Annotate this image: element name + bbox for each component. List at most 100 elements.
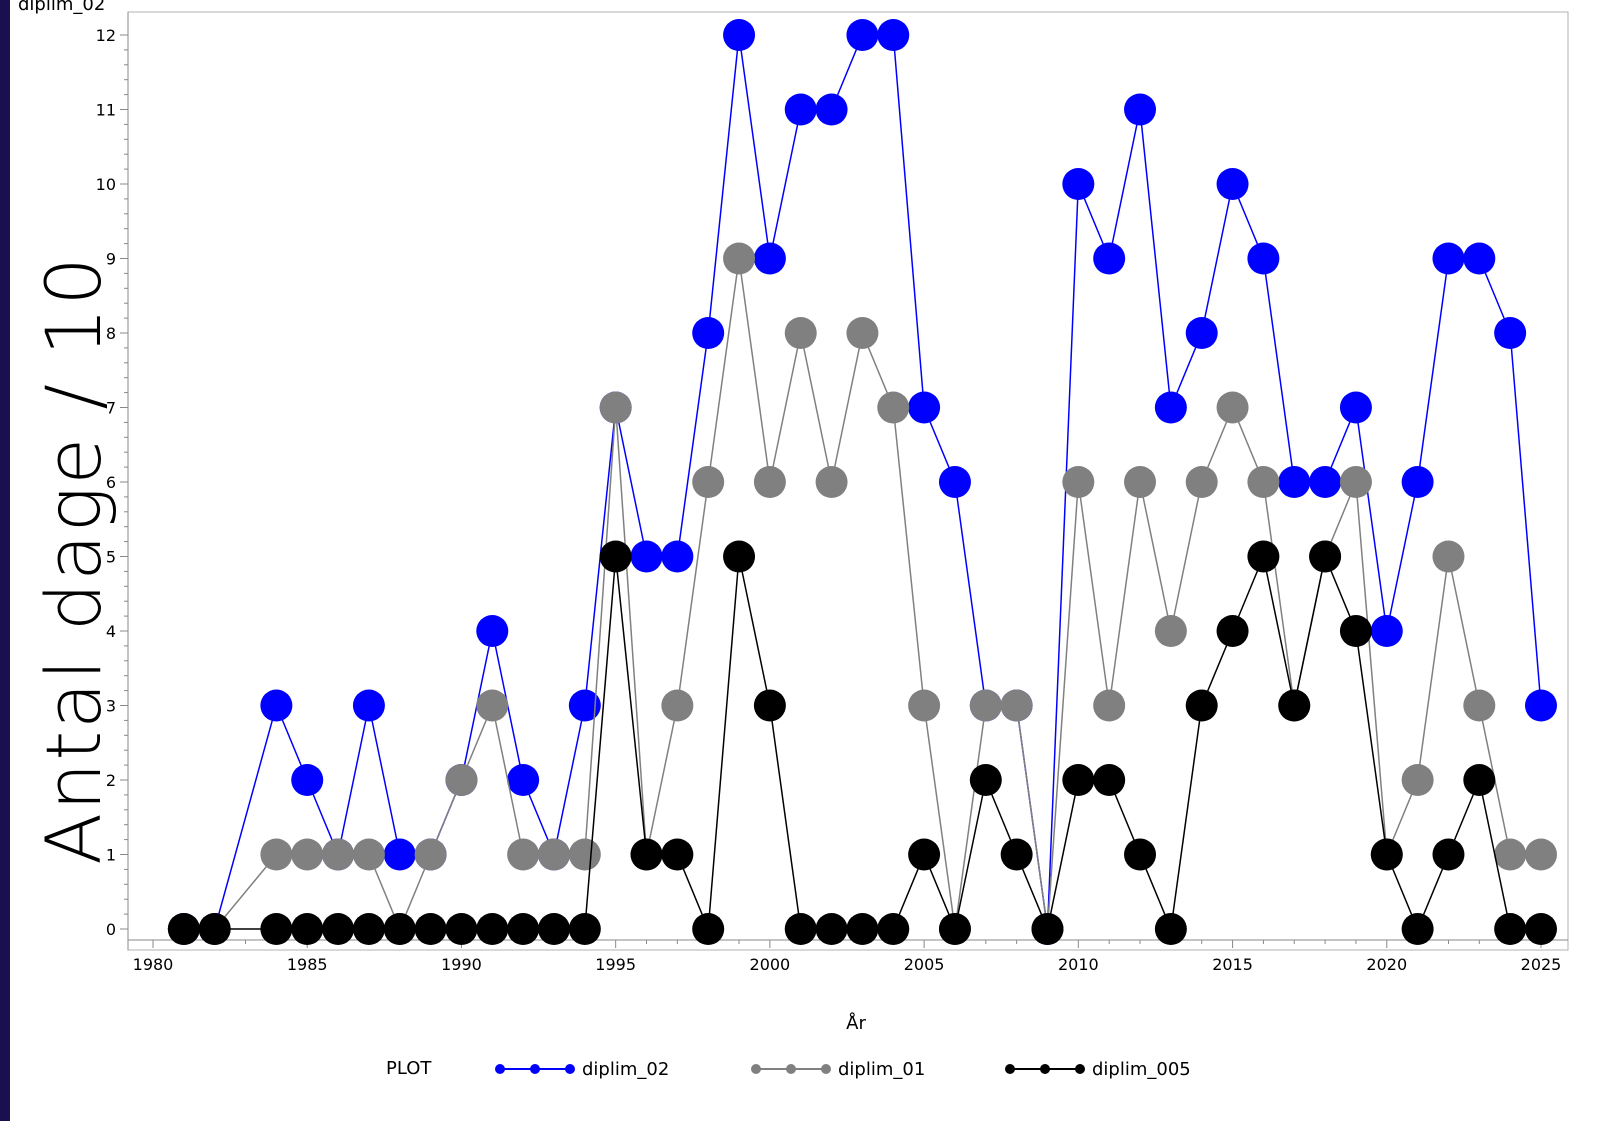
data-point-diplim-005 [352,913,385,945]
data-point-diplim-01 [476,689,509,722]
y-tick-label: 9 [106,250,116,269]
data-point-diplim-02 [1124,93,1157,126]
x-tick-label: 1985 [287,955,328,974]
data-point-diplim-005 [1247,540,1280,573]
data-point-diplim-005 [198,913,231,945]
data-point-diplim-02 [661,540,694,573]
y-tick-label: 10 [96,175,116,194]
data-point-diplim-005 [476,913,509,945]
legend-label: diplim_01 [838,1059,925,1080]
legend-swatch-marker [565,1064,575,1074]
data-point-diplim-005 [692,913,725,945]
data-point-diplim-005 [908,838,941,871]
data-point-diplim-02 [1370,615,1403,647]
data-point-diplim-005 [599,540,632,573]
data-point-diplim-02 [1401,466,1434,498]
data-point-diplim-02 [1154,391,1187,424]
data-point-diplim-02 [1185,317,1218,349]
legend-swatch-marker [821,1064,831,1074]
data-point-diplim-02 [568,689,601,722]
legend-entry-diplim-005: diplim_005 [1005,1059,1191,1080]
x-axis: 1980 1985 1990 1995 2000 2005 2010 2015 2020 2025 [128,939,1568,974]
data-point-diplim-005 [969,764,1002,796]
data-point-diplim-005 [1494,913,1527,945]
data-point-diplim-02 [753,242,786,275]
data-point-diplim-005 [167,913,200,945]
data-point-diplim-01 [1124,466,1157,498]
data-point-diplim-02 [1062,168,1095,200]
data-point-diplim-01 [1494,838,1527,871]
data-point-diplim-01 [599,391,632,424]
data-point-diplim-01 [1339,466,1372,498]
data-point-diplim-01 [784,317,817,349]
y-tick-label: 8 [106,324,116,343]
legend-swatch-marker [751,1064,761,1074]
y-tick-label: 7 [106,399,116,418]
data-point-diplim-02 [630,540,663,573]
x-tick-label: 2005 [904,955,945,974]
data-point-diplim-005 [723,540,756,573]
y-tick-label: 3 [106,697,116,716]
data-point-diplim-01 [753,466,786,498]
data-point-diplim-005 [1031,913,1064,945]
x-tick-label: 1980 [133,955,174,974]
data-point-diplim-005 [1278,689,1311,722]
data-point-diplim-02 [291,764,324,796]
data-point-diplim-01 [969,689,1002,722]
data-point-diplim-005 [661,838,694,871]
data-point-diplim-01 [1463,689,1496,722]
series-diplim-005 [167,540,1557,945]
data-point-diplim-005 [1154,913,1187,945]
data-point-diplim-02 [507,764,540,796]
data-point-diplim-005 [322,913,355,945]
plot-background [10,0,1599,1121]
x-tick-label: 2010 [1058,955,1099,974]
data-point-diplim-01 [1093,689,1126,722]
data-point-diplim-005 [1000,838,1033,871]
data-point-diplim-01 [661,689,694,722]
legend-swatch-marker [495,1064,505,1074]
data-point-diplim-01 [1432,540,1465,573]
data-point-diplim-02 [938,466,971,498]
data-point-diplim-005 [753,689,786,722]
data-point-diplim-02 [1093,242,1126,275]
legend-swatch-marker [530,1064,540,1074]
y-tick-label: 2 [106,771,116,790]
data-point-diplim-005 [784,913,817,945]
data-point-diplim-01 [322,838,355,871]
data-point-diplim-02 [815,93,848,126]
legend-label: diplim_02 [582,1059,669,1080]
data-point-diplim-02 [723,19,756,51]
x-tick-label: 2025 [1521,955,1562,974]
data-point-diplim-01 [846,317,879,349]
data-point-diplim-005 [568,913,601,945]
data-point-diplim-01 [877,391,910,424]
data-point-diplim-005 [1185,689,1218,722]
data-point-diplim-01 [537,838,570,871]
data-point-diplim-005 [815,913,848,945]
data-point-diplim-005 [414,913,447,945]
data-point-diplim-02 [1247,242,1280,275]
data-point-diplim-01 [260,838,293,871]
data-point-diplim-005 [877,913,910,945]
data-point-diplim-01 [908,689,941,722]
data-point-diplim-01 [291,838,324,871]
data-point-diplim-01 [692,466,725,498]
data-point-diplim-01 [723,242,756,275]
data-point-diplim-01 [568,838,601,871]
data-point-diplim-02 [1494,317,1527,349]
data-point-diplim-01 [1185,466,1218,498]
data-point-diplim-005 [1062,764,1095,796]
data-point-diplim-02 [1463,242,1496,275]
legend-title: PLOT [386,1058,432,1079]
y-tick-label: 6 [106,473,116,492]
data-point-diplim-02 [1216,168,1249,200]
data-point-diplim-005 [938,913,971,945]
data-point-diplim-005 [1432,838,1465,871]
data-point-diplim-005 [445,913,478,945]
data-point-diplim-01 [1401,764,1434,796]
data-point-diplim-005 [507,913,540,945]
data-point-diplim-01 [1525,838,1557,871]
data-point-diplim-02 [476,615,509,647]
